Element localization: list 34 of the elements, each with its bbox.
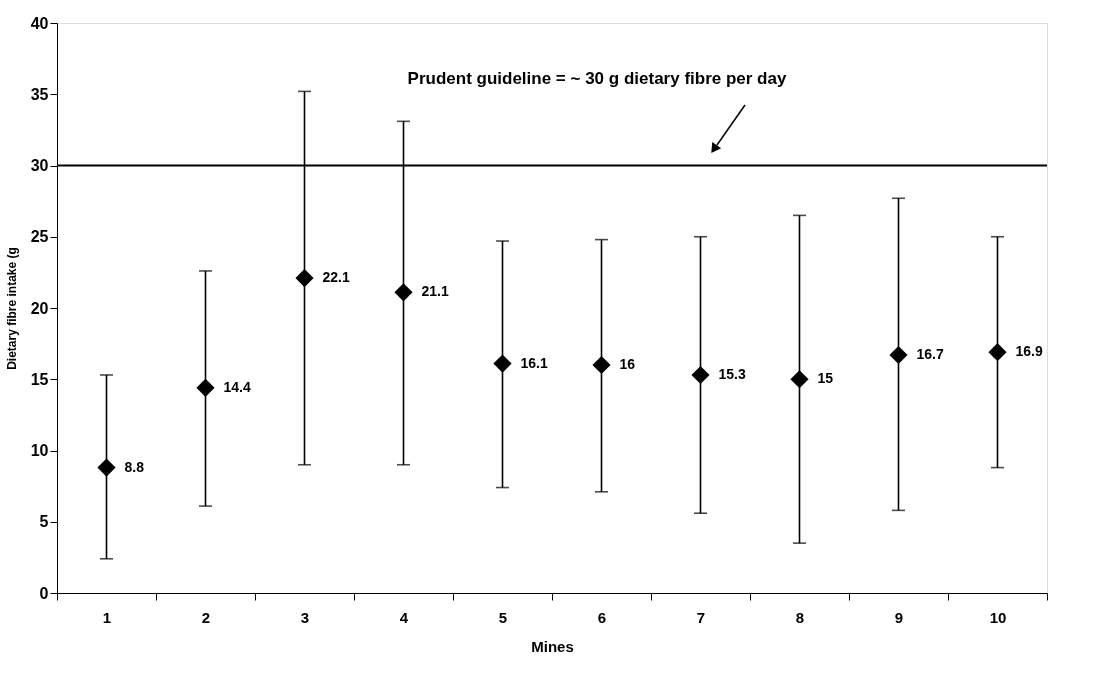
y-tick-label: 20: [30, 299, 49, 317]
y-tick-label: 40: [30, 14, 49, 32]
y-tick-label: 15: [30, 370, 49, 388]
x-tick-label: 5: [498, 608, 508, 626]
x-tick-label: 4: [399, 608, 409, 626]
x-tick-label: 9: [894, 608, 904, 626]
y-tick-label: 30: [30, 157, 49, 174]
data-label: 15.3: [718, 365, 746, 382]
y-tick-label: 35: [30, 85, 49, 103]
x-tick-label: 8: [795, 608, 805, 626]
point: [493, 354, 512, 373]
data-label: 16.7: [916, 346, 944, 363]
point: [97, 458, 116, 477]
y-tick-label: 0: [39, 584, 49, 602]
data-label: 16.9: [1015, 343, 1043, 360]
data-label: 14.4: [223, 378, 251, 395]
x-tick-label: 10: [989, 608, 1007, 626]
y-tick-label: 25: [30, 228, 49, 246]
x-tick-label: 3: [300, 608, 310, 626]
x-tick-label: 6: [597, 608, 607, 626]
data-label: 21.1: [421, 283, 449, 300]
y-tick-label: 5: [39, 513, 49, 531]
data-label: 16: [619, 356, 636, 372]
y-tick-label: 10: [30, 442, 49, 459]
x-tick-label: 7: [696, 608, 706, 626]
data-label: 8.8: [124, 458, 145, 475]
data-label: 15: [817, 370, 834, 387]
data-label: 16.1: [520, 354, 548, 371]
annotation: Prudent guideline = ~ 30 g dietary fibre per day: [407, 69, 787, 88]
x-tick-label: 1: [102, 608, 112, 626]
x-tick-label: 2: [201, 608, 211, 626]
y-axis-title: Dietary fibre intake (g: [4, 247, 19, 370]
data-label: 22.1: [322, 269, 350, 286]
x-axis-title: Mines: [531, 637, 574, 655]
